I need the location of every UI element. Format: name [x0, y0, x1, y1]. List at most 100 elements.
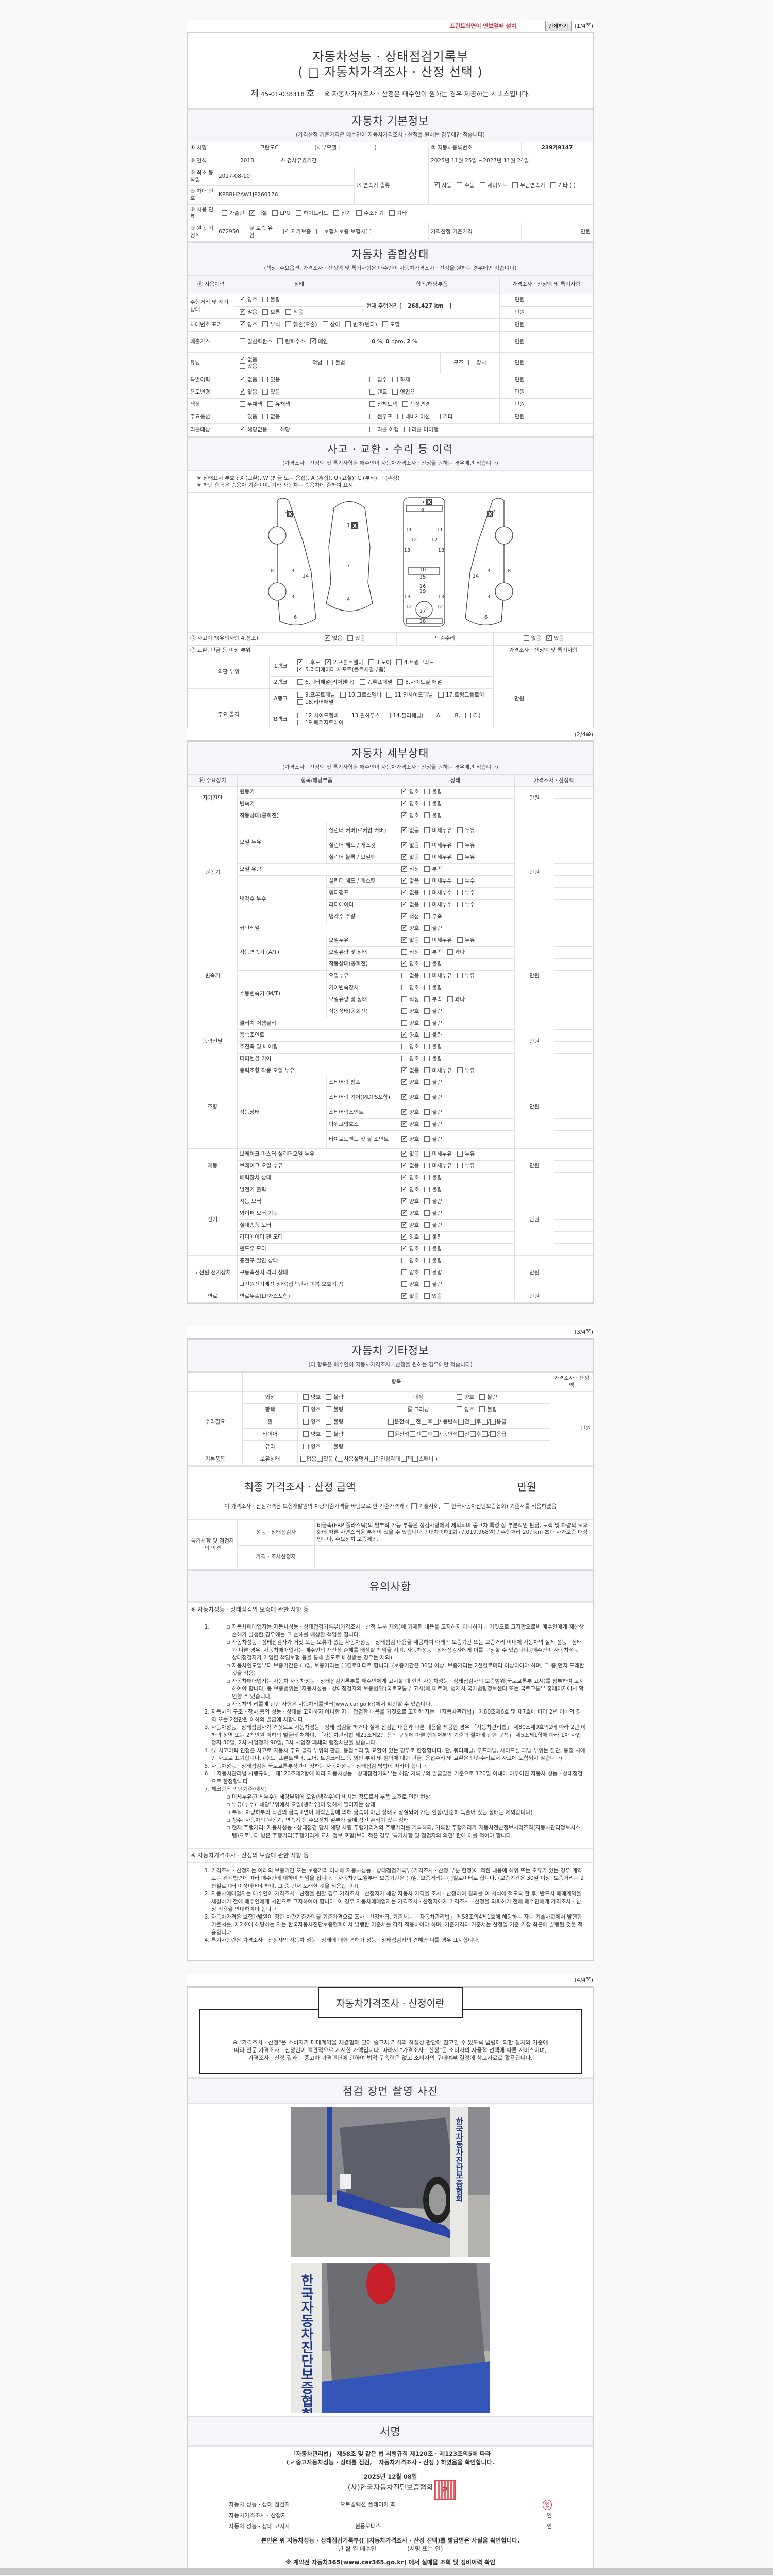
- checkbox[interactable]: [369, 388, 376, 395]
- checkbox[interactable]: [277, 338, 283, 345]
- checkbox[interactable]: [465, 713, 471, 719]
- checkbox[interactable]: [424, 1136, 430, 1142]
- checkbox[interactable]: [479, 182, 485, 188]
- checkbox[interactable]: [397, 679, 404, 685]
- checkbox-checked[interactable]: [240, 295, 245, 303]
- checkbox[interactable]: [424, 890, 430, 896]
- checkbox-checked[interactable]: [401, 1108, 407, 1115]
- checkbox[interactable]: [262, 414, 268, 420]
- checkbox[interactable]: [369, 1455, 375, 1462]
- checkbox[interactable]: [424, 1044, 430, 1050]
- checkbox[interactable]: [424, 1008, 430, 1014]
- checkbox[interactable]: [424, 1198, 430, 1205]
- checkbox[interactable]: [262, 321, 268, 328]
- checkbox[interactable]: [392, 376, 398, 382]
- install-notice-link[interactable]: 프린트화면이 안보일때 설치: [449, 23, 516, 29]
- checkbox[interactable]: [424, 842, 430, 849]
- checkbox[interactable]: [424, 949, 430, 955]
- checkbox[interactable]: [469, 1418, 476, 1425]
- checkbox[interactable]: [303, 1443, 309, 1449]
- checkbox[interactable]: [424, 925, 430, 931]
- checkbox[interactable]: [424, 961, 430, 967]
- checkbox[interactable]: [285, 321, 291, 328]
- checkbox[interactable]: [428, 713, 434, 719]
- checkbox[interactable]: [297, 713, 303, 719]
- checkbox[interactable]: [424, 1175, 430, 1181]
- checkbox[interactable]: [297, 692, 303, 698]
- checkbox[interactable]: [447, 996, 453, 1003]
- checkbox[interactable]: [369, 414, 376, 420]
- checkbox[interactable]: [424, 1163, 430, 1169]
- checkbox[interactable]: [457, 827, 463, 834]
- checkbox-checked[interactable]: [401, 1066, 407, 1074]
- checkbox[interactable]: [272, 426, 278, 432]
- checkbox-checked[interactable]: [401, 811, 407, 819]
- checkbox[interactable]: [421, 1418, 427, 1425]
- checkbox[interactable]: [424, 1293, 430, 1299]
- checkbox[interactable]: [401, 1008, 407, 1014]
- checkbox[interactable]: [333, 210, 339, 216]
- checkbox[interactable]: [368, 659, 374, 666]
- checkbox[interactable]: [303, 1406, 309, 1412]
- checkbox[interactable]: [262, 376, 268, 382]
- checkbox[interactable]: [356, 210, 362, 216]
- checkbox-checked[interactable]: [249, 209, 255, 216]
- checkbox[interactable]: [424, 1067, 430, 1074]
- checkbox[interactable]: [481, 1418, 488, 1425]
- checkbox-checked[interactable]: [290, 2458, 295, 2466]
- checkbox[interactable]: [305, 360, 310, 366]
- checkbox[interactable]: [240, 338, 245, 345]
- checkbox[interactable]: [388, 1431, 394, 1437]
- checkbox[interactable]: [262, 388, 268, 395]
- checkbox[interactable]: [424, 902, 430, 908]
- checkbox[interactable]: [412, 1455, 418, 1462]
- checkbox[interactable]: [424, 1032, 430, 1038]
- checkbox[interactable]: [222, 210, 227, 216]
- checkbox-checked[interactable]: [401, 936, 407, 943]
- checkbox[interactable]: [369, 376, 376, 382]
- checkbox[interactable]: [424, 1222, 430, 1228]
- checkbox-checked[interactable]: [240, 355, 245, 363]
- checkbox-checked[interactable]: [401, 1093, 407, 1100]
- checkbox[interactable]: [457, 937, 463, 943]
- checkbox[interactable]: [316, 228, 322, 234]
- checkbox[interactable]: [424, 878, 430, 884]
- checkbox-checked[interactable]: [401, 826, 407, 834]
- checkbox[interactable]: [424, 1210, 430, 1216]
- checkbox-checked[interactable]: [401, 959, 407, 967]
- checkbox[interactable]: [457, 182, 463, 188]
- checkbox-checked[interactable]: [401, 1030, 407, 1038]
- checkbox[interactable]: [317, 1455, 323, 1462]
- checkbox[interactable]: [435, 414, 441, 420]
- checkbox[interactable]: [424, 937, 430, 943]
- checkbox[interactable]: [411, 1503, 417, 1509]
- checkbox-checked[interactable]: [283, 227, 289, 235]
- checkbox[interactable]: [424, 866, 430, 872]
- checkbox[interactable]: [401, 1258, 407, 1264]
- checkbox-checked[interactable]: [401, 1244, 407, 1252]
- checkbox[interactable]: [300, 1455, 306, 1462]
- checkbox[interactable]: [297, 699, 303, 705]
- checkbox[interactable]: [409, 1431, 415, 1437]
- checkbox-checked[interactable]: [310, 337, 316, 345]
- checkbox[interactable]: [402, 401, 408, 407]
- checkbox[interactable]: [424, 1281, 430, 1287]
- checkbox[interactable]: [338, 1455, 344, 1462]
- checkbox[interactable]: [446, 360, 452, 366]
- checkbox[interactable]: [389, 210, 395, 216]
- checkbox[interactable]: [468, 360, 475, 366]
- checkbox[interactable]: [272, 210, 278, 216]
- checkbox-checked[interactable]: [324, 634, 330, 641]
- checkbox[interactable]: [457, 902, 463, 908]
- checkbox[interactable]: [369, 401, 376, 407]
- checkbox[interactable]: [424, 1121, 430, 1127]
- checkbox-checked[interactable]: [401, 888, 407, 896]
- checkbox[interactable]: [392, 388, 398, 395]
- checkbox[interactable]: [424, 996, 430, 1003]
- checkbox[interactable]: [438, 692, 444, 698]
- checkbox-checked[interactable]: [401, 1120, 407, 1127]
- checkbox[interactable]: [479, 1394, 485, 1400]
- checkbox-checked[interactable]: [325, 658, 331, 666]
- checkbox[interactable]: [262, 296, 268, 302]
- checkbox[interactable]: [457, 842, 463, 849]
